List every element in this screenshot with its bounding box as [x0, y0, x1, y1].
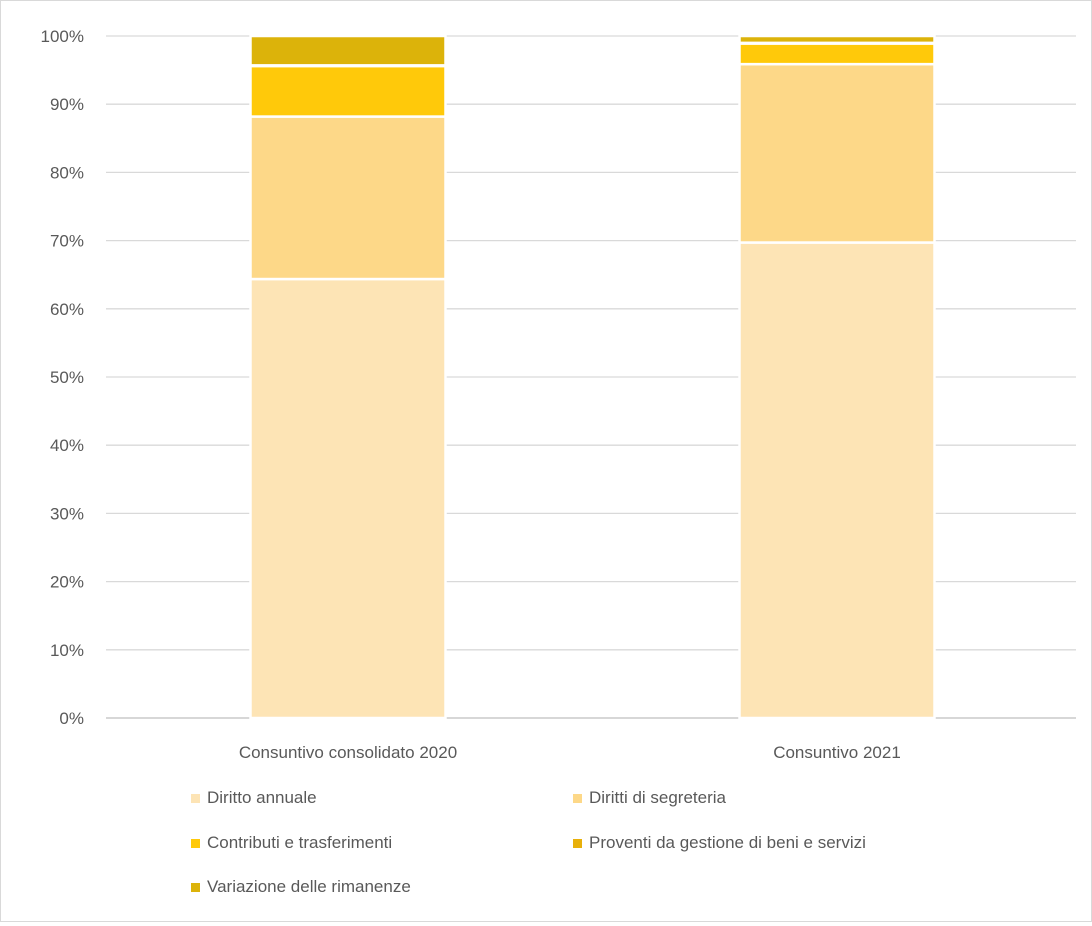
bar-segment	[249, 34, 447, 67]
x-axis-category-labels: Consuntivo consolidato 2020 Consuntivo 20…	[239, 743, 901, 762]
legend-swatch	[191, 839, 200, 848]
y-tick-label: 50%	[50, 368, 84, 387]
legend-swatch	[573, 839, 582, 848]
y-tick-label: 60%	[50, 300, 84, 319]
bar-segment	[738, 42, 936, 66]
legend-swatch	[573, 794, 582, 803]
legend-label: Diritto annuale	[207, 788, 317, 807]
legend-label: Variazione delle rimanenze	[207, 877, 411, 896]
legend-label: Proventi da gestione di beni e servizi	[589, 833, 866, 852]
y-tick-label: 20%	[50, 573, 84, 592]
legend-swatch	[191, 883, 200, 892]
y-tick-label: 40%	[50, 436, 84, 455]
x-tick-label: Consuntivo consolidato 2020	[239, 743, 457, 762]
y-tick-label: 70%	[50, 232, 84, 251]
bar-segment	[738, 34, 936, 45]
bar-segment	[249, 64, 447, 118]
bar-segment	[249, 115, 447, 281]
y-tick-label: 80%	[50, 163, 84, 182]
bar-segment	[249, 277, 447, 720]
legend-swatch	[191, 794, 200, 803]
y-tick-label: 0%	[59, 709, 84, 728]
y-axis-tick-labels: 0% 10% 20% 30% 40% 50% 60% 70% 80% 90% 100%	[41, 27, 84, 728]
bars	[249, 34, 936, 720]
y-tick-label: 90%	[50, 95, 84, 114]
y-tick-label: 10%	[50, 641, 84, 660]
legend: Diritto annuale Diritti di segreteria Cont…	[191, 788, 866, 896]
bar-segment	[738, 241, 936, 720]
legend-label: Contributi e trasferimenti	[207, 833, 392, 852]
y-tick-label: 30%	[50, 504, 84, 523]
y-tick-label: 100%	[41, 27, 84, 46]
x-tick-label: Consuntivo 2021	[773, 743, 901, 762]
legend-label: Diritti di segreteria	[589, 788, 727, 807]
bar-segment	[738, 62, 936, 244]
